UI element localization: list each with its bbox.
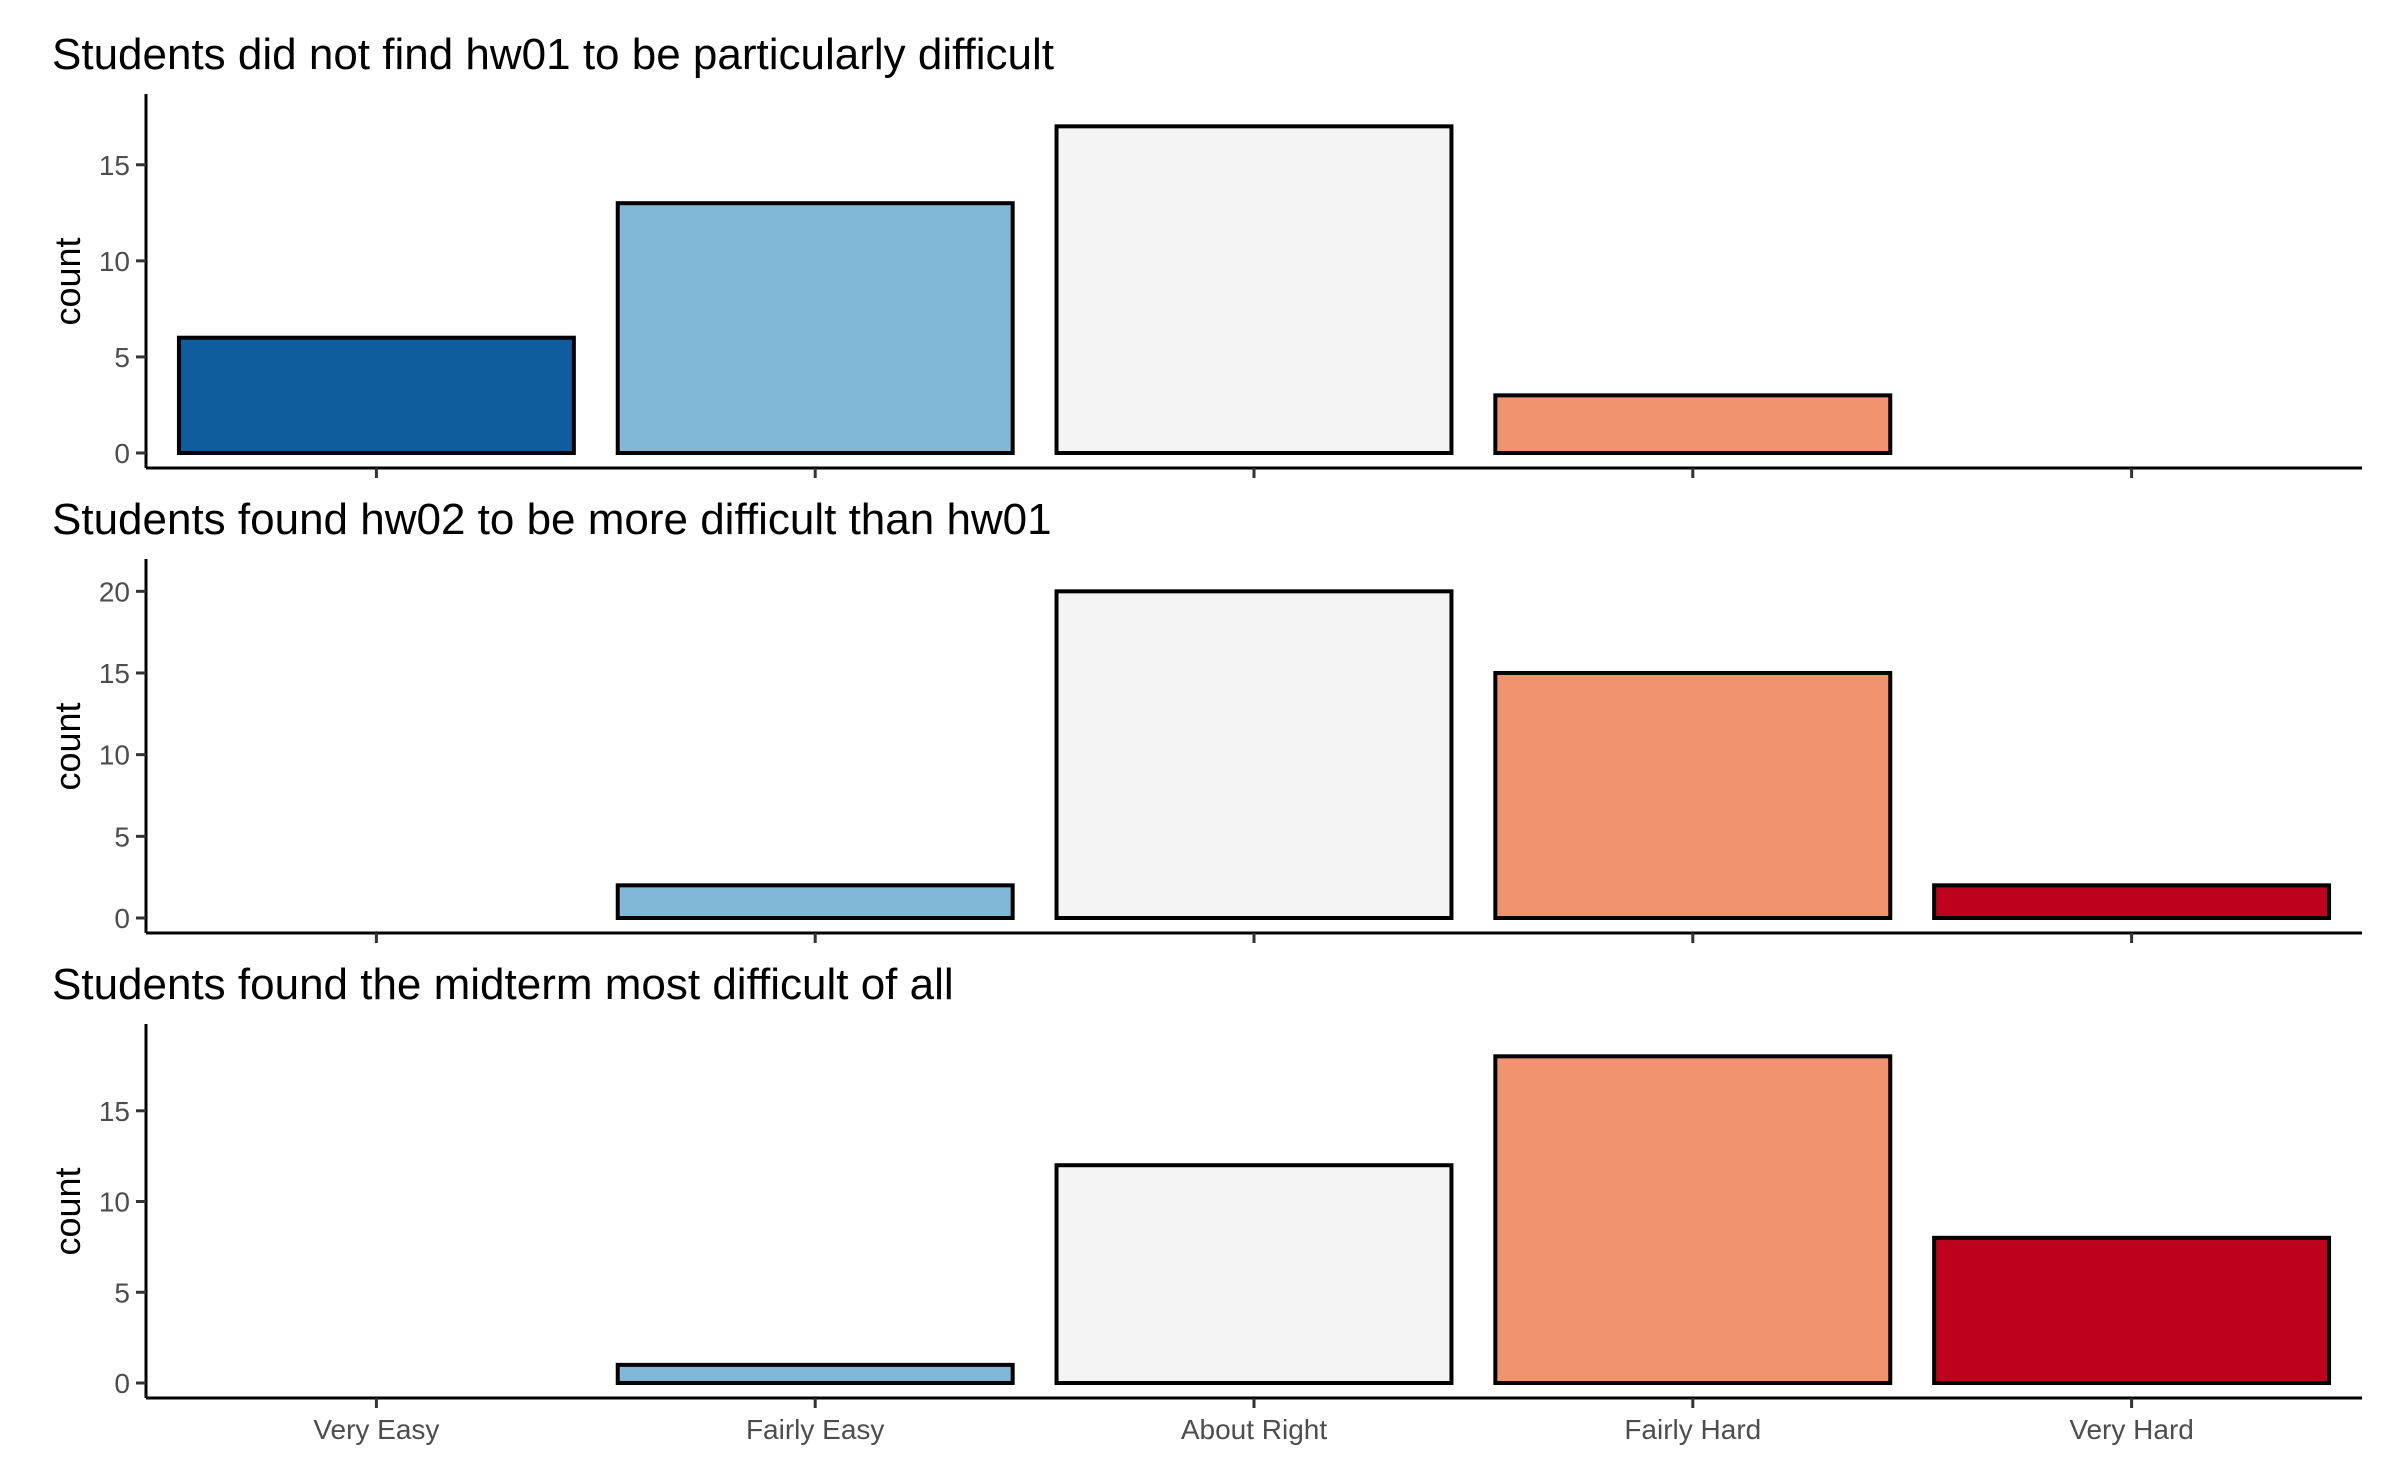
- x-tick-label: About Right: [1181, 1414, 1328, 1445]
- panel-hw02: Students found hw02 to be more difficult…: [47, 495, 2362, 943]
- panel-title: Students found hw02 to be more difficult…: [52, 495, 1052, 544]
- y-tick-label: 0: [114, 903, 130, 934]
- panel-midterm: Students found the midterm most difficul…: [47, 960, 2362, 1445]
- y-axis-label: count: [47, 702, 88, 790]
- bar-about-right: [1054, 589, 1454, 920]
- y-axis-label: count: [47, 237, 88, 325]
- y-tick-label: 10: [99, 1187, 130, 1218]
- y-tick-label: 0: [114, 438, 130, 469]
- y-tick-label: 20: [99, 576, 130, 607]
- y-tick-label: 0: [114, 1368, 130, 1399]
- x-tick-label: Very Hard: [2069, 1414, 2194, 1445]
- y-tick-label: 15: [99, 150, 130, 181]
- bar-fairly-hard: [1493, 1054, 1893, 1386]
- panel-title: Students did not find hw01 to be particu…: [52, 30, 1054, 79]
- x-tick-label: Fairly Hard: [1624, 1414, 1761, 1445]
- bar-fairly-easy: [615, 883, 1015, 920]
- y-tick-label: 15: [99, 658, 130, 689]
- bar-fairly-easy: [615, 1362, 1015, 1385]
- bar-fairly-hard: [1493, 671, 1893, 920]
- y-tick-label: 15: [99, 1096, 130, 1127]
- panel-hw01: Students did not find hw01 to be particu…: [47, 30, 2362, 478]
- y-tick-label: 5: [114, 342, 130, 373]
- bar-about-right: [1054, 1163, 1454, 1385]
- bar-very-hard: [1932, 883, 2332, 920]
- x-tick-label: Very Easy: [313, 1414, 439, 1445]
- bar-very-easy: [176, 335, 576, 455]
- bar-fairly-easy: [615, 201, 1015, 455]
- y-axis-label: count: [47, 1167, 88, 1255]
- bar-about-right: [1054, 124, 1454, 455]
- panel-title: Students found the midterm most difficul…: [52, 960, 954, 1009]
- bar-fairly-hard: [1493, 393, 1893, 455]
- y-tick-label: 5: [114, 1277, 130, 1308]
- y-tick-label: 5: [114, 821, 130, 852]
- bar-very-hard: [1932, 1235, 2332, 1385]
- y-tick-label: 10: [99, 246, 130, 277]
- x-tick-label: Fairly Easy: [746, 1414, 884, 1445]
- y-tick-label: 10: [99, 740, 130, 771]
